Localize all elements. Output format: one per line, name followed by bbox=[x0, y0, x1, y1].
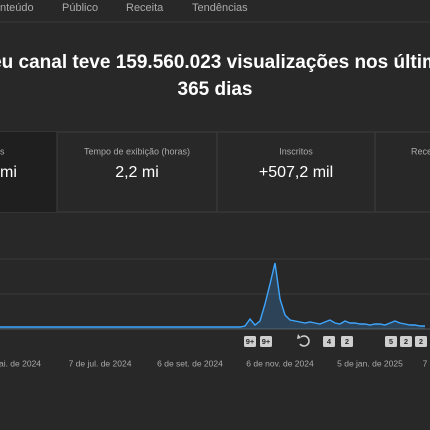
badge-label: 5 bbox=[389, 337, 393, 346]
headline: eu canal teve 159.560.023 visualizações … bbox=[0, 52, 430, 73]
x-tick-label: 7 de jul. de 2024 bbox=[69, 358, 132, 368]
card-label: Rece bbox=[411, 146, 430, 156]
badge-label: 2 bbox=[345, 337, 349, 346]
x-tick-label: 7 bbox=[423, 358, 428, 368]
badge-label: 9+ bbox=[262, 337, 271, 346]
headline: 365 dias bbox=[178, 79, 253, 100]
icon-stroke bbox=[299, 335, 310, 347]
badge[interactable] bbox=[341, 336, 353, 347]
badge[interactable] bbox=[244, 336, 256, 347]
x-tick-label: 6 de nov. de 2024 bbox=[246, 358, 314, 368]
icon-arrow bbox=[297, 334, 301, 339]
card-selected[interactable] bbox=[0, 132, 57, 212]
tab[interactable]: Tendências bbox=[192, 2, 248, 14]
x-tick-label: 6 de set. de 2024 bbox=[157, 358, 223, 368]
card-label: s bbox=[0, 146, 5, 156]
refresh-icon[interactable] bbox=[297, 334, 310, 347]
tab[interactable]: Público bbox=[62, 2, 98, 14]
badge[interactable] bbox=[400, 336, 412, 347]
line bbox=[0, 262, 425, 328]
badge-label: 4 bbox=[327, 337, 332, 346]
badge[interactable] bbox=[385, 336, 397, 347]
x-tick-label: ai. de 2024 bbox=[0, 358, 41, 368]
tab[interactable]: Receita bbox=[126, 2, 164, 14]
badge-label: 2 bbox=[404, 337, 408, 346]
card-value: mi bbox=[0, 164, 17, 181]
card-label: Inscritos bbox=[279, 146, 313, 156]
cards-frame bbox=[0, 131, 430, 213]
card-label: Tempo de exibição (horas) bbox=[84, 146, 190, 156]
badge[interactable] bbox=[260, 336, 272, 347]
card-value: 2,2 mi bbox=[115, 164, 159, 181]
x-tick-label: 5 de jan. de 2025 bbox=[337, 358, 403, 368]
card-value: +507,2 mil bbox=[259, 164, 333, 181]
badge-label: 2 bbox=[419, 337, 423, 346]
badge[interactable] bbox=[323, 336, 335, 347]
badge-label: 9+ bbox=[246, 337, 255, 346]
badge[interactable] bbox=[415, 336, 427, 347]
tab[interactable]: nteúdo bbox=[0, 2, 34, 14]
